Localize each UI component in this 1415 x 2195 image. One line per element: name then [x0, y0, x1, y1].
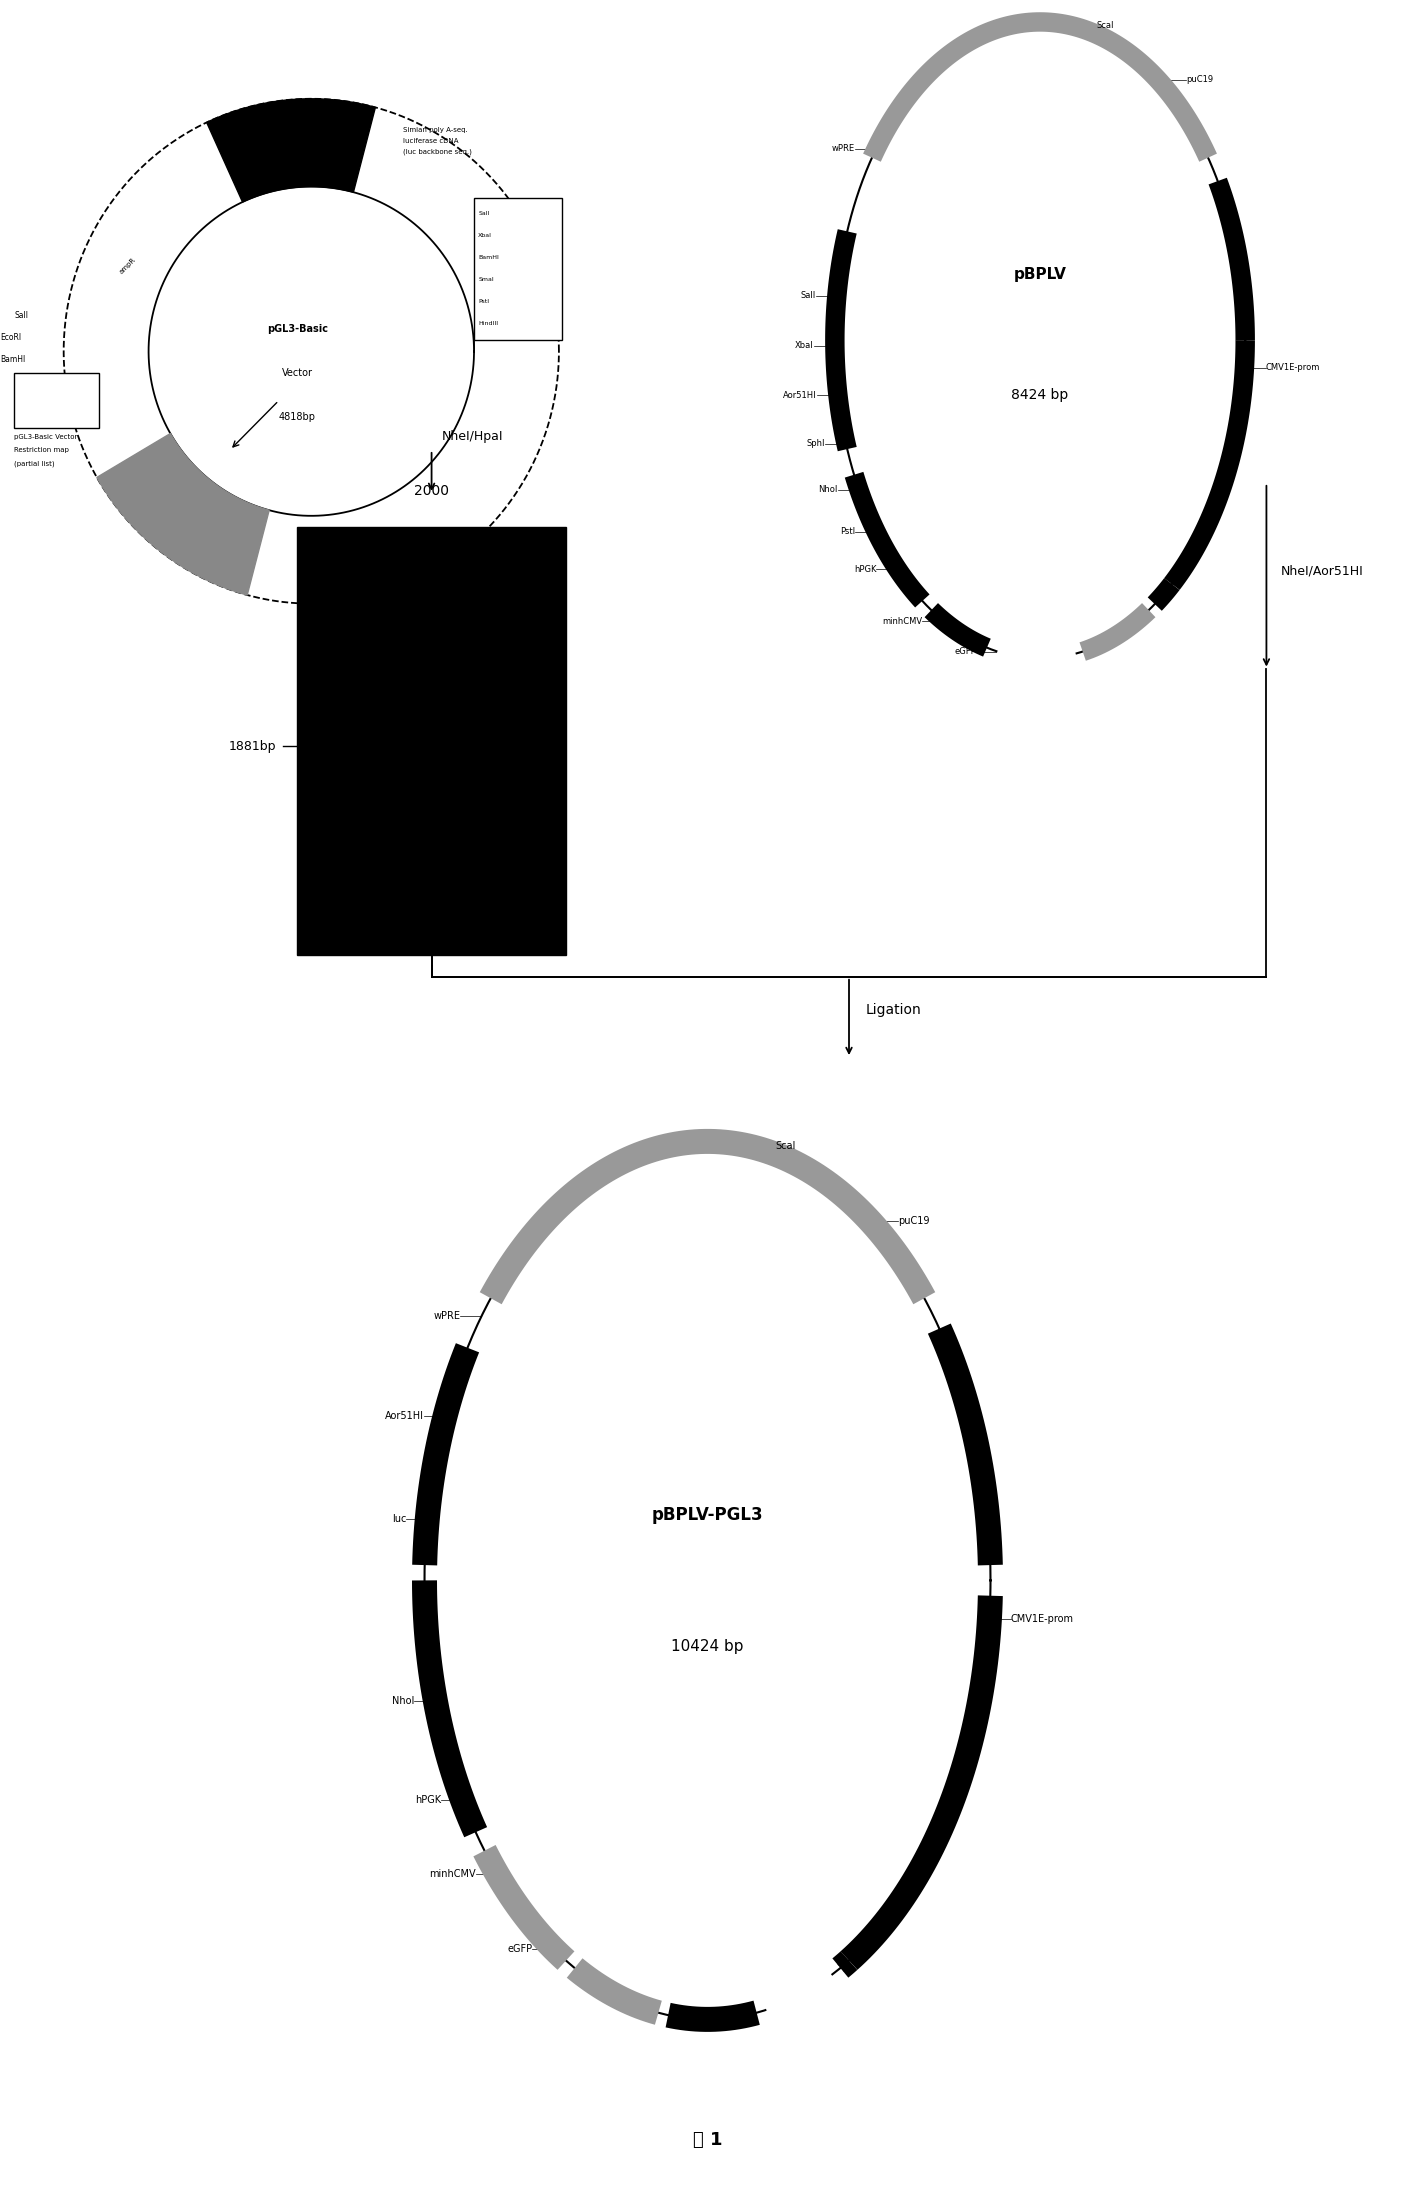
Text: Restriction map: Restriction map: [14, 448, 69, 452]
Text: SalI: SalI: [478, 211, 490, 215]
Text: minhCMV: minhCMV: [883, 617, 923, 626]
Text: (partial list): (partial list): [14, 461, 55, 468]
Text: luciferase cDNA: luciferase cDNA: [403, 138, 458, 143]
Text: minhCMV: minhCMV: [429, 1870, 475, 1879]
Text: CMV1E-prom: CMV1E-prom: [1265, 364, 1320, 373]
Text: 1881bp: 1881bp: [228, 740, 276, 753]
Text: ScaI: ScaI: [1097, 20, 1115, 29]
Text: BamHI: BamHI: [0, 356, 25, 364]
Text: 8424 bp: 8424 bp: [1012, 389, 1068, 402]
Text: 图 1: 图 1: [693, 2131, 722, 2149]
Text: pBPLV-PGL3: pBPLV-PGL3: [652, 1506, 763, 1523]
Text: luc: luc: [392, 1515, 406, 1523]
Text: Aor51HI: Aor51HI: [385, 1411, 424, 1420]
Text: ScaI: ScaI: [775, 1141, 795, 1150]
Text: PstI: PstI: [841, 527, 855, 536]
Text: HindIII: HindIII: [478, 320, 498, 325]
Text: Simian poly A-seq.: Simian poly A-seq.: [403, 127, 468, 132]
Text: eGFP: eGFP: [954, 648, 976, 656]
Text: wPRE: wPRE: [832, 145, 855, 154]
Text: SalI: SalI: [14, 312, 28, 320]
Text: 10424 bp: 10424 bp: [671, 1640, 744, 1653]
Text: SmaI: SmaI: [478, 277, 494, 281]
Text: NhoI: NhoI: [818, 485, 838, 494]
Text: eGFP: eGFP: [507, 1943, 532, 1954]
Text: PstI: PstI: [478, 299, 490, 303]
Text: SalI: SalI: [801, 292, 815, 301]
Text: SalI: SalI: [21, 384, 31, 389]
Text: NhoI: NhoI: [392, 1697, 415, 1706]
Text: Vector: Vector: [282, 369, 313, 378]
Text: Ligation: Ligation: [866, 1003, 921, 1016]
Bar: [14, 373, 99, 428]
Text: XbaI: XbaI: [478, 233, 492, 237]
Text: hPGK: hPGK: [415, 1796, 441, 1804]
Text: pGL3-Basic: pGL3-Basic: [266, 325, 328, 334]
Text: XbaI: XbaI: [795, 340, 814, 351]
Text: pBPLV: pBPLV: [1013, 268, 1067, 281]
Text: BamHI: BamHI: [478, 255, 499, 259]
Text: pGL3-Basic Vector: pGL3-Basic Vector: [14, 435, 78, 439]
Text: BamHI: BamHI: [21, 419, 40, 424]
Text: puC19: puC19: [1186, 75, 1213, 83]
Text: ampR: ampR: [117, 257, 137, 274]
Polygon shape: [207, 99, 375, 202]
Polygon shape: [96, 435, 269, 595]
Text: EcoRI: EcoRI: [21, 402, 37, 406]
Text: EcoRI: EcoRI: [0, 334, 21, 342]
Text: puC19: puC19: [899, 1216, 930, 1225]
Text: NheI/Aor51HI: NheI/Aor51HI: [1281, 564, 1363, 577]
Text: wPRE: wPRE: [433, 1310, 460, 1321]
Text: Aor51HI: Aor51HI: [782, 391, 816, 399]
Text: hPGK: hPGK: [853, 564, 876, 573]
Text: 4818bp: 4818bp: [279, 413, 316, 421]
Text: SphI: SphI: [807, 439, 825, 448]
Bar: [474, 198, 562, 340]
Bar: [297, 527, 566, 955]
Text: CMV1E-prom: CMV1E-prom: [1010, 1613, 1074, 1624]
Text: NheI/HpaI: NheI/HpaI: [441, 430, 502, 443]
Text: (luc backbone seq.): (luc backbone seq.): [403, 149, 473, 156]
Text: 2000: 2000: [415, 485, 449, 498]
